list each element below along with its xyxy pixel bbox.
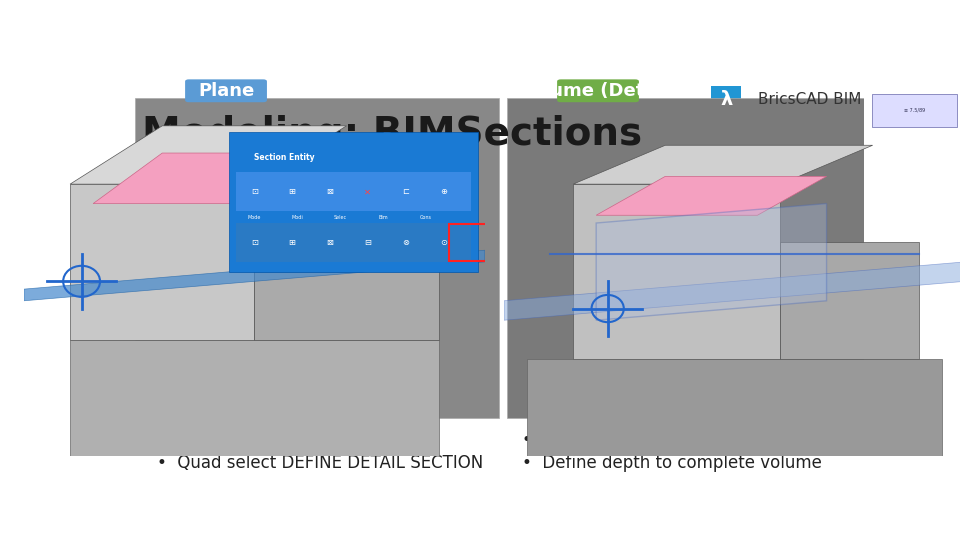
Text: •  Quad select DEFINE DETAIL SECTION: • Quad select DEFINE DETAIL SECTION [157, 454, 484, 471]
Text: ⊕: ⊕ [440, 187, 446, 197]
Text: Mode: Mode [248, 215, 261, 220]
FancyBboxPatch shape [507, 98, 872, 418]
Polygon shape [573, 184, 780, 359]
Text: Cons: Cons [420, 215, 432, 220]
Text: •  Draw detail rectangle: • Draw detail rectangle [522, 431, 721, 449]
Text: ⊞: ⊞ [289, 187, 296, 197]
Polygon shape [596, 204, 827, 320]
Text: ⊡: ⊡ [251, 238, 258, 247]
Text: ≡ 7.5/89: ≡ 7.5/89 [903, 108, 924, 113]
FancyBboxPatch shape [711, 85, 741, 113]
Text: Modi: Modi [292, 215, 303, 220]
Text: •  Highlight desired BIMSECTION: • Highlight desired BIMSECTION [157, 431, 428, 449]
FancyBboxPatch shape [557, 79, 639, 102]
Polygon shape [70, 126, 347, 184]
FancyBboxPatch shape [134, 98, 499, 418]
Text: ⊗: ⊗ [402, 238, 409, 247]
Text: ⊟: ⊟ [364, 238, 372, 247]
Polygon shape [254, 223, 439, 340]
Text: Selec: Selec [333, 215, 347, 220]
Text: ✕: ✕ [364, 187, 372, 197]
Polygon shape [93, 153, 300, 204]
Text: BricsCAD BIM: BricsCAD BIM [758, 92, 862, 107]
Text: ⊙: ⊙ [440, 238, 446, 247]
Polygon shape [24, 250, 485, 301]
Polygon shape [527, 359, 942, 456]
Text: Volume (Detail): Volume (Detail) [519, 82, 677, 100]
FancyBboxPatch shape [229, 132, 478, 272]
FancyBboxPatch shape [185, 79, 267, 102]
FancyBboxPatch shape [236, 172, 471, 211]
Text: Plane: Plane [198, 82, 254, 100]
Text: ⊞: ⊞ [289, 238, 296, 247]
FancyBboxPatch shape [872, 94, 956, 126]
Text: ⊡: ⊡ [251, 187, 258, 197]
Polygon shape [504, 262, 960, 320]
Text: λ: λ [720, 90, 732, 109]
Polygon shape [70, 340, 439, 456]
Text: Bim: Bim [378, 215, 388, 220]
Text: Section Entity: Section Entity [254, 153, 315, 162]
Polygon shape [573, 145, 873, 184]
Text: •  Define depth to complete volume: • Define depth to complete volume [522, 454, 822, 471]
Text: Modeling: BIMSections: Modeling: BIMSections [142, 114, 642, 153]
Text: ⊠: ⊠ [326, 187, 333, 197]
Polygon shape [780, 242, 919, 359]
Text: ⊠: ⊠ [326, 238, 333, 247]
Polygon shape [596, 177, 827, 215]
Text: ⊏: ⊏ [402, 187, 409, 197]
FancyBboxPatch shape [236, 223, 471, 262]
Polygon shape [70, 184, 254, 340]
